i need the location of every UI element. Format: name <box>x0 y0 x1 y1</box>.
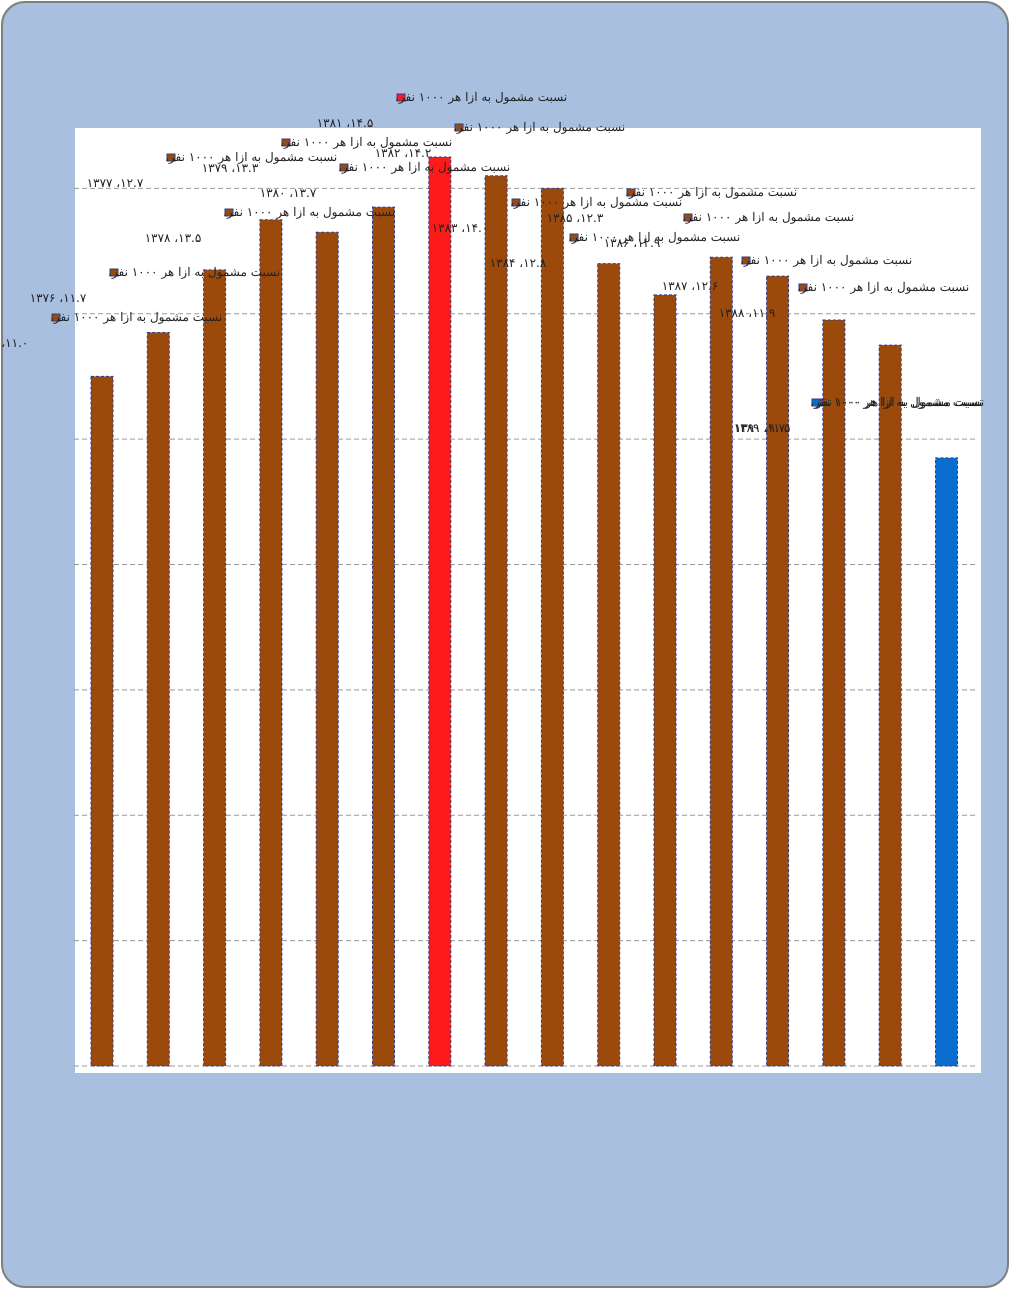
data-label-۱۳۸۱: نسبت مشمول به ازا هر ۱۰۰۰ نفر، ۱۴.۵، ۱۳۸۱ <box>317 90 568 130</box>
label-value: ۱۳.۵، ۱۳۷۸ <box>145 231 202 245</box>
label-marker <box>798 283 808 292</box>
bar-۱۳۷۶ <box>146 332 170 1067</box>
bar-۱۳۹۰ <box>935 457 958 1067</box>
label-value: ۱۲.۸، ۱۳۸۴ <box>490 256 547 270</box>
data-label-۱۳۸۰: نسبت مشمول به ازا هر ۱۰۰۰ نفر، ۱۳.۷، ۱۳۸۰ <box>260 160 511 200</box>
label-series-name: نسبت مشمول به ازا هر ۱۰۰۰ نفر، <box>682 210 854 224</box>
bar-۱۳۸۷ <box>766 275 790 1067</box>
label-series-name: نسبت مشمول به ازا هر ۱۰۰۰ نفر، <box>510 195 682 209</box>
label-marker <box>683 213 693 222</box>
data-label-۱۳۸۶: نسبت مشمول به ازا هر ۱۰۰۰ نفر، ۱۲.۹، ۱۳۸۶ <box>604 210 855 250</box>
label-series-name: نسبت مشمول به ازا هر ۱۰۰۰ نفر، <box>740 253 912 267</box>
data-label-۱۳۷۹: نسبت مشمول به ازا هر ۱۰۰۰ نفر، ۱۳.۳، ۱۳۷۹ <box>202 135 453 175</box>
bar-۱۳۸۳ <box>540 187 564 1067</box>
bars <box>90 156 958 1067</box>
data-label-۱۳۸۸: نسبت مشمول به ازا هر ۱۰۰۰ نفر، ۱۱.۹، ۱۳۸۸ <box>719 280 970 320</box>
bar-۱۳۸۴ <box>597 263 621 1067</box>
label-series-name: نسبت مشمول به ازا هر ۱۰۰۰ نفر، <box>453 120 625 134</box>
label-value: ۱۳.۳، ۱۳۷۹ <box>202 161 259 175</box>
bar-۱۳۷۹ <box>315 231 339 1067</box>
label-marker <box>741 256 751 265</box>
label-marker <box>166 153 176 162</box>
label-marker <box>511 198 521 207</box>
data-label-۱۳۹۰: نسبت مشمول به ازا هر ۱۰۰۰ نفر، ۹.۷، ۱۳۹۰ <box>735 395 982 435</box>
label-series-name: نسبت مشمول به ازا هر ۱۰۰۰ نفر، <box>50 310 222 324</box>
label-series-name: نسبت مشمول به ازا هر ۱۰۰۰ نفر، <box>625 185 797 199</box>
label-value: ۱۱.۰، ۱۳۷۵ <box>0 336 28 350</box>
label-value: ۱۱.۵، ۱۳۸۹ <box>734 421 791 435</box>
data-label-۱۳۷۸: نسبت مشمول به ازا هر ۱۰۰۰ نفر، ۱۳.۵، ۱۳۷۸ <box>145 205 396 245</box>
label-marker <box>454 123 464 132</box>
label-series-name: نسبت مشمول به ازا هر ۱۰۰۰ نفر، <box>812 395 984 409</box>
data-label-۱۳۸۵: نسبت مشمول به ازا هر ۱۰۰۰ نفر، ۱۲.۳، ۱۳۸۵ <box>547 185 798 225</box>
label-value: ۱۱.۹، ۱۳۸۸ <box>719 306 776 320</box>
label-marker <box>224 208 234 217</box>
data-label-۱۳۸۹: نسبت مشمول به ازا هر ۱۰۰۰ نفر، ۱۱.۵، ۱۳۸۹ <box>734 395 985 435</box>
bar-۱۳۸۰ <box>372 206 395 1067</box>
data-label-۱۳۷۶: نسبت مشمول به ازا هر ۱۰۰۰ نفر، ۱۱.۷، ۱۳۷۶ <box>30 265 281 305</box>
label-value: ۱۱.۷، ۱۳۷۶ <box>30 291 87 305</box>
label-series-name: نسبت مشمول به ازا هر ۱۰۰۰ نفر، <box>280 135 452 149</box>
bar-۱۳۷۵ <box>90 375 114 1067</box>
data-label-۱۳۷۵: نسبت مشمول به ازا هر ۱۰۰۰ نفر، ۱۱.۰، ۱۳۷۵ <box>0 310 222 350</box>
bar-۱۳۸۵ <box>653 294 677 1067</box>
label-value: ۱۲.۶، ۱۳۸۷ <box>662 279 719 293</box>
bar-۱۳۷۸ <box>259 219 283 1067</box>
label-series-name: نسبت مشمول به ازا هر ۱۰۰۰ نفر، <box>108 265 280 279</box>
label-marker <box>396 93 406 102</box>
label-series-name: نسبت مشمول به ازا هر ۱۰۰۰ نفر، <box>395 90 567 104</box>
data-label-۱۳۷۷: نسبت مشمول به ازا هر ۱۰۰۰ نفر، ۱۲.۷، ۱۳۷۷ <box>87 150 338 190</box>
label-value: ۱۲.۹، ۱۳۸۶ <box>604 236 661 250</box>
label-series-name: نسبت مشمول به ازا هر ۱۰۰۰ نفر، <box>165 150 337 164</box>
label-marker <box>281 138 291 147</box>
data-label-۱۳۸۲: نسبت مشمول به ازا هر ۱۰۰۰ نفر، ۱۴.۲، ۱۳۸۲ <box>375 120 626 160</box>
label-value: ۹.۷، ۱۳۹۰ <box>735 421 786 435</box>
data-label-۱۳۸۷: نسبت مشمول به ازا هر ۱۰۰۰ نفر، ۱۲.۶، ۱۳۸۷ <box>662 253 913 293</box>
label-value: ۱۳.۷، ۱۳۸۰ <box>260 186 317 200</box>
bar-۱۳۸۶ <box>709 256 733 1067</box>
label-value: ۱۴.۲، ۱۳۸۲ <box>375 146 432 160</box>
bar-۱۳۸۸ <box>822 319 846 1067</box>
bar-۱۳۸۲ <box>484 175 508 1067</box>
label-value: ۱۲.۷، ۱۳۷۷ <box>87 176 144 190</box>
label-series-name: نسبت مشمول به ازا هر ۱۰۰۰ نفر، <box>223 205 395 219</box>
label-value: ۱۲.۳، ۱۳۸۵ <box>547 211 604 225</box>
bar-۱۳۷۷ <box>203 269 227 1067</box>
label-series-name: نسبت مشمول به ازا هر ۱۰۰۰ نفر، <box>568 230 740 244</box>
label-series-name: نسبت مشمول به ازا هر ۱۰۰۰ نفر، <box>797 280 969 294</box>
bar-۱۳۸۱ <box>428 156 452 1067</box>
label-series-name: نسبت مشمول به ازا هر ۱۰۰۰ نفر، <box>810 395 982 409</box>
label-marker <box>811 398 821 407</box>
label-value: ۱۴.۵، ۱۳۸۱ <box>317 116 374 130</box>
label-marker <box>569 233 579 242</box>
data-label-۱۳۸۴: نسبت مشمول به ازا هر ۱۰۰۰ نفر، ۱۲.۸، ۱۳۸۴ <box>490 230 741 270</box>
label-marker <box>51 313 61 322</box>
label-marker <box>109 268 119 277</box>
label-marker <box>339 163 349 172</box>
label-marker <box>626 188 636 197</box>
label-series-name: نسبت مشمول به ازا هر ۱۰۰۰ نفر، <box>338 160 510 174</box>
label-value: ۱۴.۰، ۱۳۸۳ <box>432 221 489 235</box>
data-labels: نسبت مشمول به ازا هر ۱۰۰۰ نفر، ۱۱.۰، ۱۳۷۵… <box>0 90 984 435</box>
bar-۱۳۸۹ <box>878 344 902 1067</box>
data-label-۱۳۸۳: نسبت مشمول به ازا هر ۱۰۰۰ نفر، ۱۴.۰، ۱۳۸۳ <box>432 195 683 235</box>
